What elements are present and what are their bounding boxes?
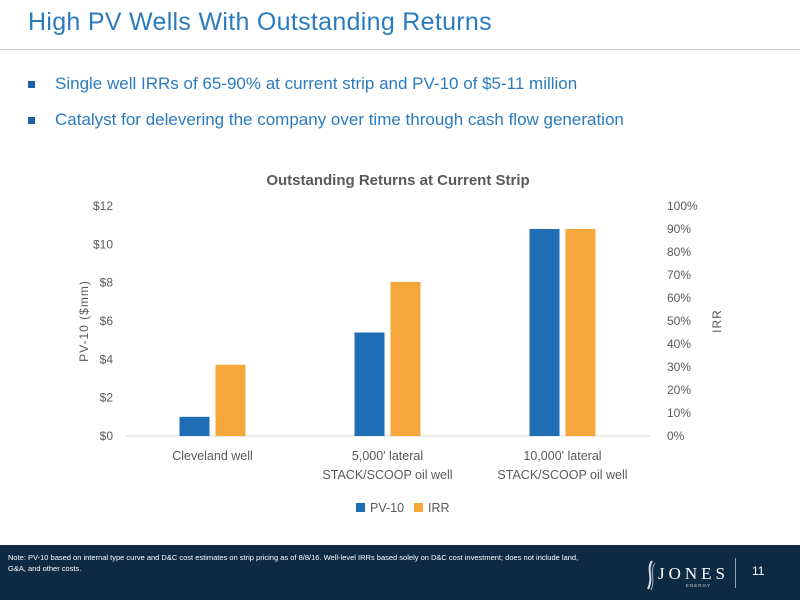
legend-swatch [356, 503, 365, 512]
y2-tick-label: 0% [667, 429, 685, 443]
bullet-list: Single well IRRs of 65-90% at current st… [28, 66, 788, 138]
footer-divider [735, 558, 736, 588]
y2-tick-label: 30% [667, 360, 691, 374]
y2-tick-label: 10% [667, 406, 691, 420]
legend-label: PV-10 [370, 501, 404, 515]
bullet-square-icon [28, 116, 35, 124]
bullet-item: Single well IRRs of 65-90% at current st… [28, 66, 788, 102]
bar-irr [215, 364, 246, 436]
logo-subtext: ENERGY [686, 583, 712, 588]
y2-axis-title: IRR [710, 309, 724, 333]
company-logo: JONES ENERGY [640, 555, 740, 595]
bullet-square-icon [28, 80, 35, 88]
y2-tick-label: 40% [667, 337, 691, 351]
y-tick-label: $10 [93, 237, 113, 251]
x-tick-label: Cleveland well [172, 449, 253, 463]
legend-swatch [414, 503, 423, 512]
bullet-text: Single well IRRs of 65-90% at current st… [55, 74, 578, 93]
y-tick-label: $6 [100, 314, 114, 328]
bar-pv-10 [179, 416, 210, 436]
y-tick-label: $2 [100, 391, 114, 405]
title-divider [0, 49, 800, 50]
y-axis-title: PV-10 ($mm) [77, 280, 91, 362]
y2-tick-label: 100% [667, 199, 698, 213]
y2-tick-label: 70% [667, 268, 691, 282]
y2-tick-label: 90% [667, 222, 691, 236]
footnote: Note: PV-10 based on internal type curve… [8, 553, 579, 573]
logo-swoosh-icon [647, 560, 656, 591]
plot-area: $0 $2 $4 $6 $8 $10 $12 0% 10% 20% 30% 40% 50% 60% 70% 8… [77, 199, 724, 515]
bar-irr [565, 229, 596, 436]
x-tick-label: 5,000' lateral [352, 449, 423, 463]
page-number: 11 [752, 564, 765, 578]
bar-pv-10 [529, 229, 560, 436]
x-tick-label: 10,000' lateral [523, 449, 601, 463]
y-tick-label: $12 [93, 199, 113, 213]
legend-label: IRR [428, 501, 450, 515]
returns-chart: Outstanding Returns at Current Strip $0$… [77, 172, 724, 515]
y-tick-label: $4 [100, 352, 114, 366]
logo-wordmark: JONES [658, 564, 730, 583]
y2-tick-label: 50% [667, 314, 691, 328]
bullet-text: Catalyst for delevering the company over… [55, 110, 624, 129]
bullet-item: Catalyst for delevering the company over… [28, 102, 788, 138]
x-tick-label: STACK/SCOOP oil well [322, 468, 452, 482]
y2-tick-label: 80% [667, 245, 691, 259]
chart-title: Outstanding Returns at Current Strip [266, 172, 529, 189]
bar-irr [390, 281, 421, 436]
x-tick-label: STACK/SCOOP oil well [497, 468, 627, 482]
y2-tick-label: 60% [667, 291, 691, 305]
y2-tick-label: 20% [667, 383, 691, 397]
y-tick-label: $0 [100, 429, 114, 443]
y-tick-label: $8 [100, 276, 114, 290]
footer: Note: PV-10 based on internal type curve… [0, 545, 800, 600]
slide-title: High PV Wells With Outstanding Returns [28, 8, 492, 36]
bar-pv-10 [354, 332, 385, 436]
